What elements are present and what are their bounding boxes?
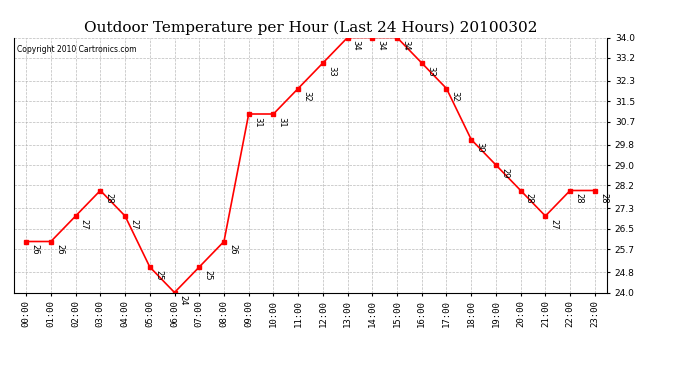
Text: 31: 31 <box>277 117 286 128</box>
Text: 26: 26 <box>30 244 39 255</box>
Text: 32: 32 <box>302 91 311 102</box>
Text: 28: 28 <box>525 193 534 204</box>
Text: 25: 25 <box>154 270 163 280</box>
Text: 26: 26 <box>228 244 237 255</box>
Text: 26: 26 <box>55 244 64 255</box>
Text: 27: 27 <box>549 219 558 230</box>
Text: 33: 33 <box>426 66 435 76</box>
Text: 34: 34 <box>352 40 361 51</box>
Text: 27: 27 <box>129 219 138 230</box>
Text: 29: 29 <box>500 168 509 178</box>
Text: 27: 27 <box>80 219 89 230</box>
Text: Copyright 2010 Cartronics.com: Copyright 2010 Cartronics.com <box>17 45 136 54</box>
Text: 28: 28 <box>599 193 608 204</box>
Text: 32: 32 <box>451 91 460 102</box>
Title: Outdoor Temperature per Hour (Last 24 Hours) 20100302: Outdoor Temperature per Hour (Last 24 Ho… <box>83 21 538 35</box>
Text: 28: 28 <box>104 193 113 204</box>
Text: 24: 24 <box>179 295 188 306</box>
Text: 28: 28 <box>574 193 583 204</box>
Text: 33: 33 <box>327 66 336 76</box>
Text: 34: 34 <box>377 40 386 51</box>
Text: 30: 30 <box>475 142 484 153</box>
Text: 31: 31 <box>253 117 262 128</box>
Text: 34: 34 <box>401 40 410 51</box>
Text: 25: 25 <box>204 270 213 280</box>
